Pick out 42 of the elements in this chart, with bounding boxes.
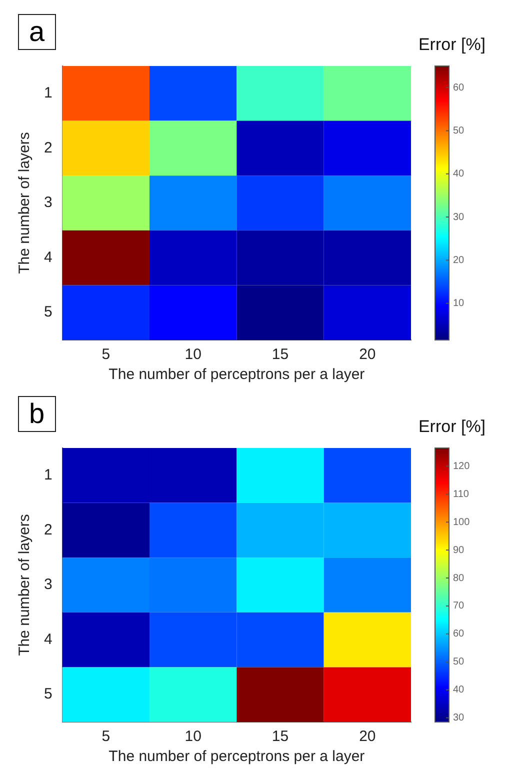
color-bar-label: 120 xyxy=(453,460,470,472)
color-bar-title: Error [%] xyxy=(418,35,486,54)
color-bar-label: 70 xyxy=(453,600,465,612)
y-tick-label: 5 xyxy=(44,686,52,703)
y-tick-label: 1 xyxy=(44,466,52,484)
color-bar-label: 10 xyxy=(453,298,465,310)
y-tick-label: 3 xyxy=(44,576,52,594)
color-bar-label: 50 xyxy=(453,656,465,668)
y-tick-label: 3 xyxy=(44,194,52,212)
y-tick-label: 2 xyxy=(44,139,52,156)
x-tick-label: 15 xyxy=(272,728,289,746)
y-axis-title: The number of layers xyxy=(16,132,34,274)
color-bar-label: 60 xyxy=(453,82,465,94)
color-bar-label: 30 xyxy=(453,712,465,724)
color-bar-label: 20 xyxy=(453,254,465,266)
x-tick-label: 5 xyxy=(102,346,110,364)
color-bar-label: 40 xyxy=(453,684,465,696)
color-bar-label: 60 xyxy=(453,628,465,640)
x-tick-label: 15 xyxy=(272,346,289,364)
y-tick-label: 4 xyxy=(44,248,52,266)
x-tick-label: 20 xyxy=(359,728,376,746)
x-tick-label: 10 xyxy=(184,346,202,364)
x-tick-label: 20 xyxy=(359,346,376,364)
y-tick-label: 4 xyxy=(44,630,52,648)
y-tick-label: 1 xyxy=(44,84,52,102)
color-bar-label: 110 xyxy=(453,488,470,500)
color-bar-label: 30 xyxy=(453,212,465,223)
chart-title: a xyxy=(18,14,56,50)
color-bar-label: 100 xyxy=(453,516,470,528)
color-bar-label: 50 xyxy=(453,125,465,136)
color-bar-label: 40 xyxy=(453,168,465,180)
color-bar-label: 90 xyxy=(453,544,465,556)
x-tick-label: 10 xyxy=(184,728,202,746)
x-tick-label: 5 xyxy=(102,728,110,746)
y-tick-label: 5 xyxy=(44,304,52,321)
chart-title: b xyxy=(18,396,56,432)
y-axis-title: The number of layers xyxy=(16,514,34,656)
y-tick-label: 2 xyxy=(44,521,52,538)
color-bar-label: 80 xyxy=(453,572,465,584)
x-axis-title: The number of perceptrons per a layer xyxy=(108,748,365,766)
x-axis-title: The number of perceptrons per a layer xyxy=(108,366,365,384)
color-bar-title: Error [%] xyxy=(418,417,486,436)
